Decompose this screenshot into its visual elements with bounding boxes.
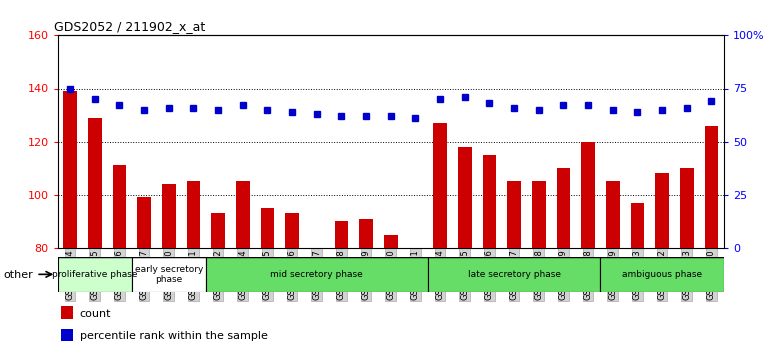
Text: proliferative phase: proliferative phase <box>52 270 138 279</box>
Text: mid secretory phase: mid secretory phase <box>270 270 363 279</box>
Bar <box>63 91 77 248</box>
Bar <box>705 126 718 248</box>
Bar <box>601 257 724 292</box>
Bar <box>384 235 397 248</box>
Bar <box>58 257 132 292</box>
Bar <box>335 221 348 248</box>
Bar <box>434 123 447 248</box>
Bar <box>631 202 644 248</box>
Bar <box>186 181 200 248</box>
Text: early secretory
phase: early secretory phase <box>135 265 203 284</box>
Bar <box>61 307 73 319</box>
Bar <box>137 198 151 248</box>
Bar <box>236 181 249 248</box>
Bar <box>360 218 373 248</box>
Bar <box>680 168 694 248</box>
Bar <box>581 142 595 248</box>
Bar <box>61 329 73 341</box>
Bar <box>532 181 546 248</box>
Bar <box>162 184 176 248</box>
Bar <box>557 168 571 248</box>
Bar <box>206 257 428 292</box>
Bar <box>261 208 274 248</box>
Text: GDS2052 / 211902_x_at: GDS2052 / 211902_x_at <box>55 20 206 33</box>
Bar <box>655 173 669 248</box>
Bar <box>606 181 620 248</box>
Bar <box>428 257 601 292</box>
Text: other: other <box>4 270 34 280</box>
Text: percentile rank within the sample: percentile rank within the sample <box>80 331 268 341</box>
Text: count: count <box>80 309 111 319</box>
Bar <box>88 118 102 248</box>
Bar <box>458 147 471 248</box>
Bar <box>211 213 225 248</box>
Text: late secretory phase: late secretory phase <box>467 270 561 279</box>
Text: ambiguous phase: ambiguous phase <box>622 270 702 279</box>
Bar <box>286 213 299 248</box>
Bar <box>507 181 521 248</box>
Bar <box>112 166 126 248</box>
Bar <box>132 257 206 292</box>
Bar <box>483 155 496 248</box>
